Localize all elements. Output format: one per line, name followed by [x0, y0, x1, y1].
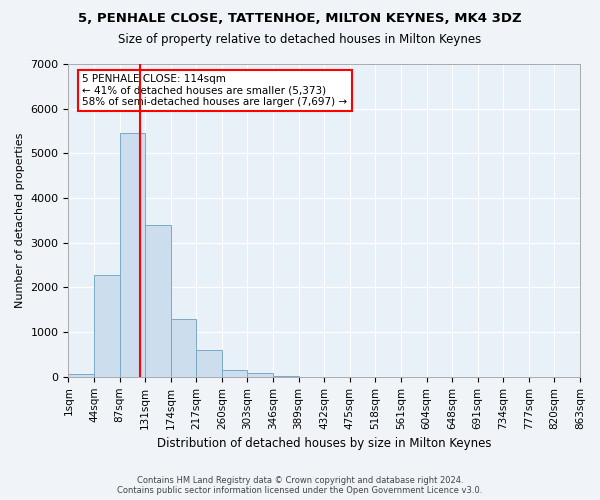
Bar — [273, 376, 299, 377]
Text: Contains HM Land Registry data © Crown copyright and database right 2024.
Contai: Contains HM Land Registry data © Crown c… — [118, 476, 482, 495]
Text: 5, PENHALE CLOSE, TATTENHOE, MILTON KEYNES, MK4 3DZ: 5, PENHALE CLOSE, TATTENHOE, MILTON KEYN… — [78, 12, 522, 26]
Bar — [119, 134, 145, 377]
Bar — [68, 374, 94, 377]
Text: 5 PENHALE CLOSE: 114sqm
← 41% of detached houses are smaller (5,373)
58% of semi: 5 PENHALE CLOSE: 114sqm ← 41% of detache… — [82, 74, 347, 107]
Y-axis label: Number of detached properties: Number of detached properties — [15, 132, 25, 308]
Bar — [145, 225, 171, 377]
X-axis label: Distribution of detached houses by size in Milton Keynes: Distribution of detached houses by size … — [157, 437, 491, 450]
Bar — [196, 350, 222, 377]
Bar — [94, 275, 119, 377]
Text: Size of property relative to detached houses in Milton Keynes: Size of property relative to detached ho… — [118, 32, 482, 46]
Bar — [247, 373, 273, 377]
Bar — [171, 318, 196, 377]
Bar — [222, 370, 247, 377]
